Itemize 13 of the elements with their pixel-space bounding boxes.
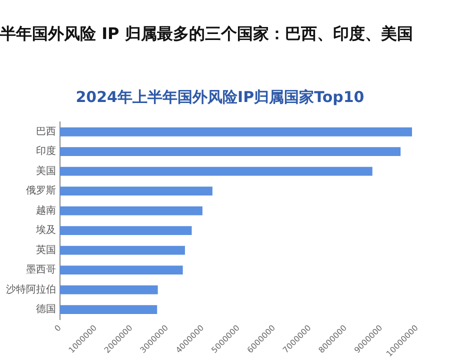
y-tick-label: 德国 — [36, 304, 56, 316]
y-tick-label: 英国 — [36, 244, 56, 256]
y-tick-label: 沙特阿拉伯 — [6, 283, 56, 296]
y-tick-label: 埃及 — [35, 224, 56, 236]
y-tick-label: 俄罗斯 — [26, 184, 56, 197]
chart-title: 半年国外风险 IP 归属最多的三个国家：巴西、印度、美国 — [0, 24, 413, 45]
chart-subtitle: 2024年上半年国外风险IP归属国家Top10 — [74, 88, 366, 107]
y-tick-label: 越南 — [36, 204, 56, 216]
y-tick-label: 美国 — [36, 164, 56, 177]
y-tick-label: 印度 — [36, 145, 56, 158]
x-tick-label: 0 — [52, 323, 63, 334]
y-tick-label: 巴西 — [36, 126, 56, 138]
y-tick-label: 墨西哥 — [26, 264, 56, 276]
